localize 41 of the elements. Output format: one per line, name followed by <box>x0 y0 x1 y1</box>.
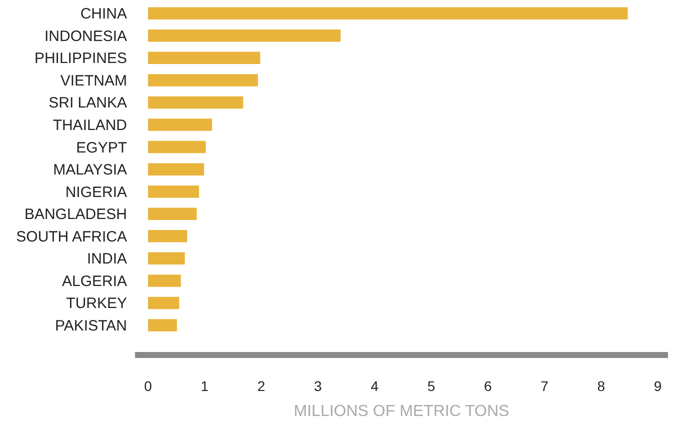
bar <box>148 208 197 220</box>
y-tick-label: INDONESIA <box>44 28 127 45</box>
bar <box>148 7 628 20</box>
bar <box>148 30 341 42</box>
bar <box>148 52 260 64</box>
x-tick-label: 0 <box>144 378 152 394</box>
y-tick-label: MALAYSIA <box>53 162 127 179</box>
x-tick-label: 1 <box>200 378 209 394</box>
y-tick-label: VIETNAM <box>60 72 127 90</box>
bar <box>148 252 185 265</box>
y-tick-label: PHILIPPINES <box>34 50 127 68</box>
y-tick-label: THAILAND <box>52 117 128 134</box>
x-tick-label: 2 <box>257 378 266 394</box>
bar <box>148 118 212 131</box>
bar <box>148 274 181 287</box>
y-tick-label: NIGERIA <box>65 184 127 201</box>
bar <box>148 185 200 198</box>
y-tick-label: ALGERIA <box>62 272 127 290</box>
bar <box>148 319 177 332</box>
y-tick-label: SOUTH AFRICA <box>16 228 127 246</box>
bar <box>148 230 188 242</box>
x-tick-label: 3 <box>314 378 322 394</box>
y-tick-label: EGYPT <box>76 139 127 156</box>
y-tick-label: CHINA <box>80 6 127 23</box>
bar <box>148 140 206 154</box>
x-tick-label: 8 <box>597 378 606 394</box>
y-tick-label: PAKISTAN <box>55 318 127 335</box>
y-tick-label: TURKEY <box>66 295 127 312</box>
bar <box>148 163 204 176</box>
y-tick-label: BANGLADESH <box>24 206 127 224</box>
x-tick-label: 6 <box>484 378 492 394</box>
y-tick-label: SRI LANKA <box>48 94 127 112</box>
x-tick-label: 9 <box>654 378 662 394</box>
x-tick-label: 7 <box>540 378 549 394</box>
x-axis-title: MILLIONS OF METRIC TONS <box>294 403 510 420</box>
bar <box>148 96 244 109</box>
x-tick-label: 4 <box>370 378 379 394</box>
bar <box>148 74 258 86</box>
y-tick-label: INDIA <box>86 250 127 268</box>
bar <box>148 296 180 310</box>
x-tick-label: 5 <box>427 378 436 394</box>
